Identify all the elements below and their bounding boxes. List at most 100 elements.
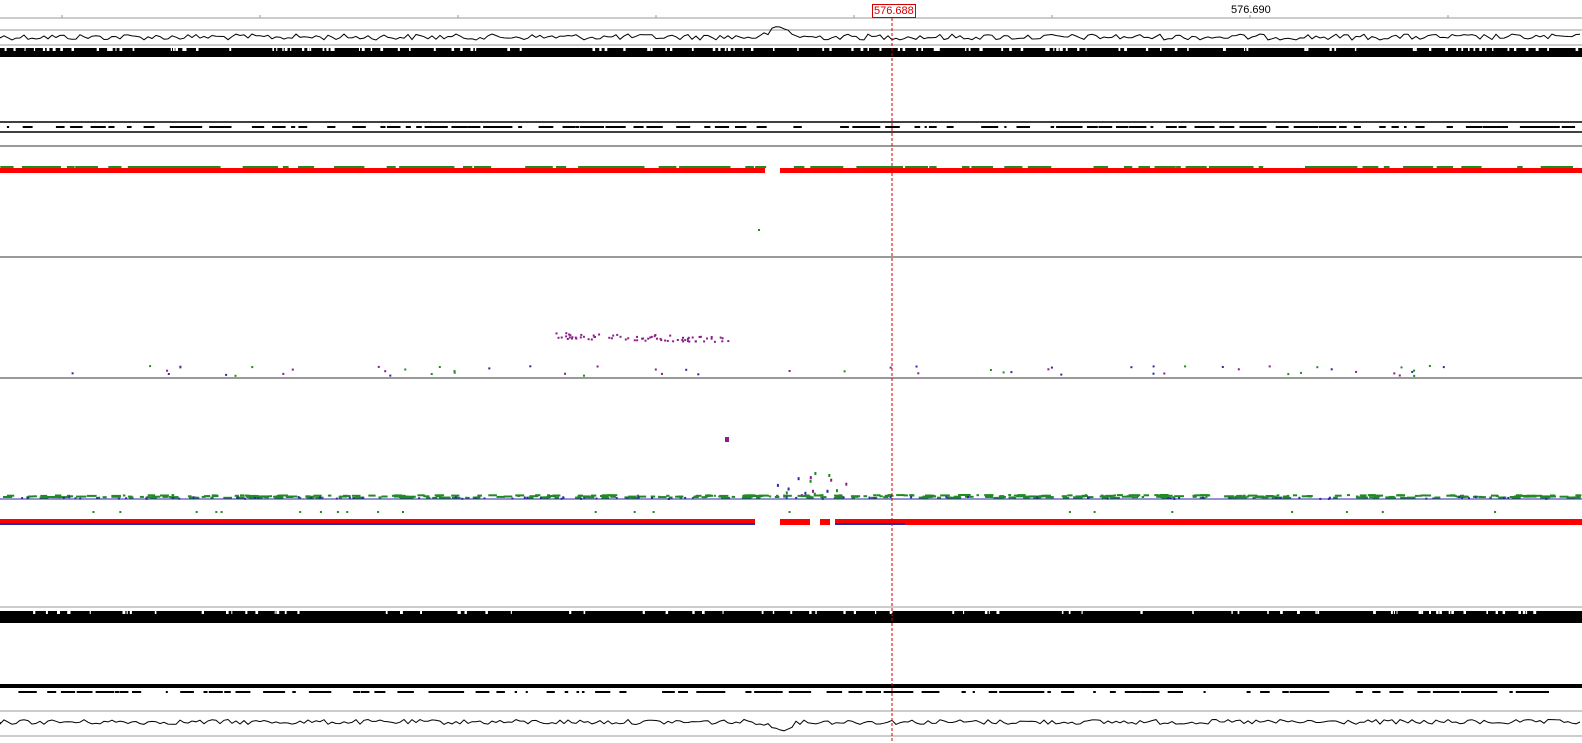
green-coverage-mark (1282, 496, 1290, 499)
green-coverage-mark (1540, 496, 1549, 499)
blue-coverage-mark (868, 496, 871, 499)
feature-dash (1150, 126, 1154, 128)
feature-dash (108, 126, 115, 128)
green-coverage-mark (696, 494, 702, 497)
coverage-gap (968, 48, 971, 51)
purple-point (636, 335, 638, 338)
green-marker (1220, 166, 1242, 168)
green-coverage-mark (160, 494, 169, 497)
coverage-gap (916, 48, 919, 51)
green-marker (1305, 166, 1320, 168)
green-coverage-mark (993, 496, 1002, 499)
feature-dash (1474, 691, 1484, 693)
feature-dash (1178, 126, 1187, 128)
feature-dash (861, 126, 870, 128)
coverage-gap (89, 611, 91, 614)
feature-dash (251, 126, 265, 128)
scatter-point (71, 372, 74, 375)
coverage-gap (1160, 48, 1162, 51)
coverage-gap (290, 48, 292, 51)
blue-coverage-mark (1474, 496, 1477, 499)
feature-dash (1275, 126, 1289, 128)
coverage-gap (510, 611, 512, 614)
green-marker (929, 166, 937, 168)
coverage-gap (1418, 611, 1422, 614)
blue-coverage-mark (74, 497, 77, 500)
track-signal-top[interactable] (0, 26, 1582, 57)
feature-dash (236, 691, 249, 693)
purple-point (706, 337, 708, 340)
track-feature-bands[interactable] (0, 121, 1582, 147)
feature-dash (584, 126, 600, 128)
green-marker (83, 166, 98, 168)
feature-dash (972, 691, 975, 693)
blue-coverage-mark (1167, 497, 1170, 500)
green-coverage-mark (1446, 494, 1455, 497)
green-coverage-mark (54, 495, 60, 498)
green-coverage-mark (575, 496, 582, 499)
green-coverage-mark (86, 494, 97, 497)
coverage-gap (851, 48, 854, 51)
feature-dash (768, 691, 783, 693)
scatter-point (167, 373, 170, 375)
feature-dash (1434, 691, 1448, 693)
blue-coverage-mark (795, 496, 798, 499)
feature-dash (1221, 126, 1235, 128)
track-red-blue-bar[interactable] (0, 511, 1582, 525)
purple-point (721, 337, 724, 340)
green-coverage-mark (1356, 496, 1366, 499)
coverage-gap (1485, 48, 1487, 51)
coverage-gap (1479, 48, 1482, 51)
scatter-point (251, 366, 254, 369)
green-coverage-mark (1237, 496, 1248, 499)
blue-coverage-mark (1458, 496, 1461, 499)
scatter-point (1442, 366, 1445, 369)
coverage-gap (665, 48, 667, 51)
green-coverage-mark (949, 496, 957, 499)
green-coverage-mark (987, 495, 994, 498)
green-coverage-mark (351, 494, 361, 497)
purple-point (682, 340, 685, 343)
green-marker (1552, 166, 1573, 168)
green-marker (75, 166, 87, 168)
green-marker (755, 166, 767, 168)
green-coverage-mark (1373, 495, 1381, 498)
green-coverage-mark (147, 494, 156, 497)
coverage-gap (623, 48, 626, 51)
green-coverage-mark (1131, 496, 1139, 499)
green-coverage-mark (953, 495, 961, 498)
purple-point (650, 335, 653, 338)
track-scatter-middle[interactable] (0, 332, 1582, 379)
ruler[interactable] (0, 15, 1582, 19)
coverage-gap (1057, 48, 1059, 51)
coverage-gap (1448, 611, 1451, 614)
blue-coverage-mark (1036, 496, 1039, 499)
green-coverage-mark (76, 495, 82, 498)
coverage-gap (284, 611, 287, 614)
feature-dash (208, 691, 223, 693)
green-coverage-mark (1121, 495, 1131, 498)
green-coverage-mark (1022, 495, 1033, 498)
scatter-point (1330, 368, 1333, 371)
coverage-gap (154, 611, 157, 614)
coverage-gap (201, 611, 204, 614)
purple-point (587, 338, 590, 341)
green-marker (1123, 166, 1133, 168)
green-coverage-mark (1143, 494, 1150, 497)
purple-point (592, 334, 595, 337)
green-coverage-mark (1418, 494, 1422, 497)
track-black-band-bottom[interactable] (0, 606, 1582, 623)
green-marker (839, 166, 844, 168)
green-coverage-mark (288, 495, 298, 498)
feature-dash (114, 691, 120, 693)
coverage-gap (1518, 611, 1521, 614)
coverage-gap (119, 48, 123, 51)
track-red-green-top[interactable] (0, 166, 1582, 173)
green-coverage-mark (543, 496, 550, 499)
green-markers-top (0, 166, 1573, 168)
track-lines-bottom[interactable] (0, 684, 1582, 737)
blue-coverage-mark (1275, 497, 1278, 500)
track-green-band[interactable] (0, 437, 1582, 500)
green-coverage-mark (54, 494, 62, 497)
